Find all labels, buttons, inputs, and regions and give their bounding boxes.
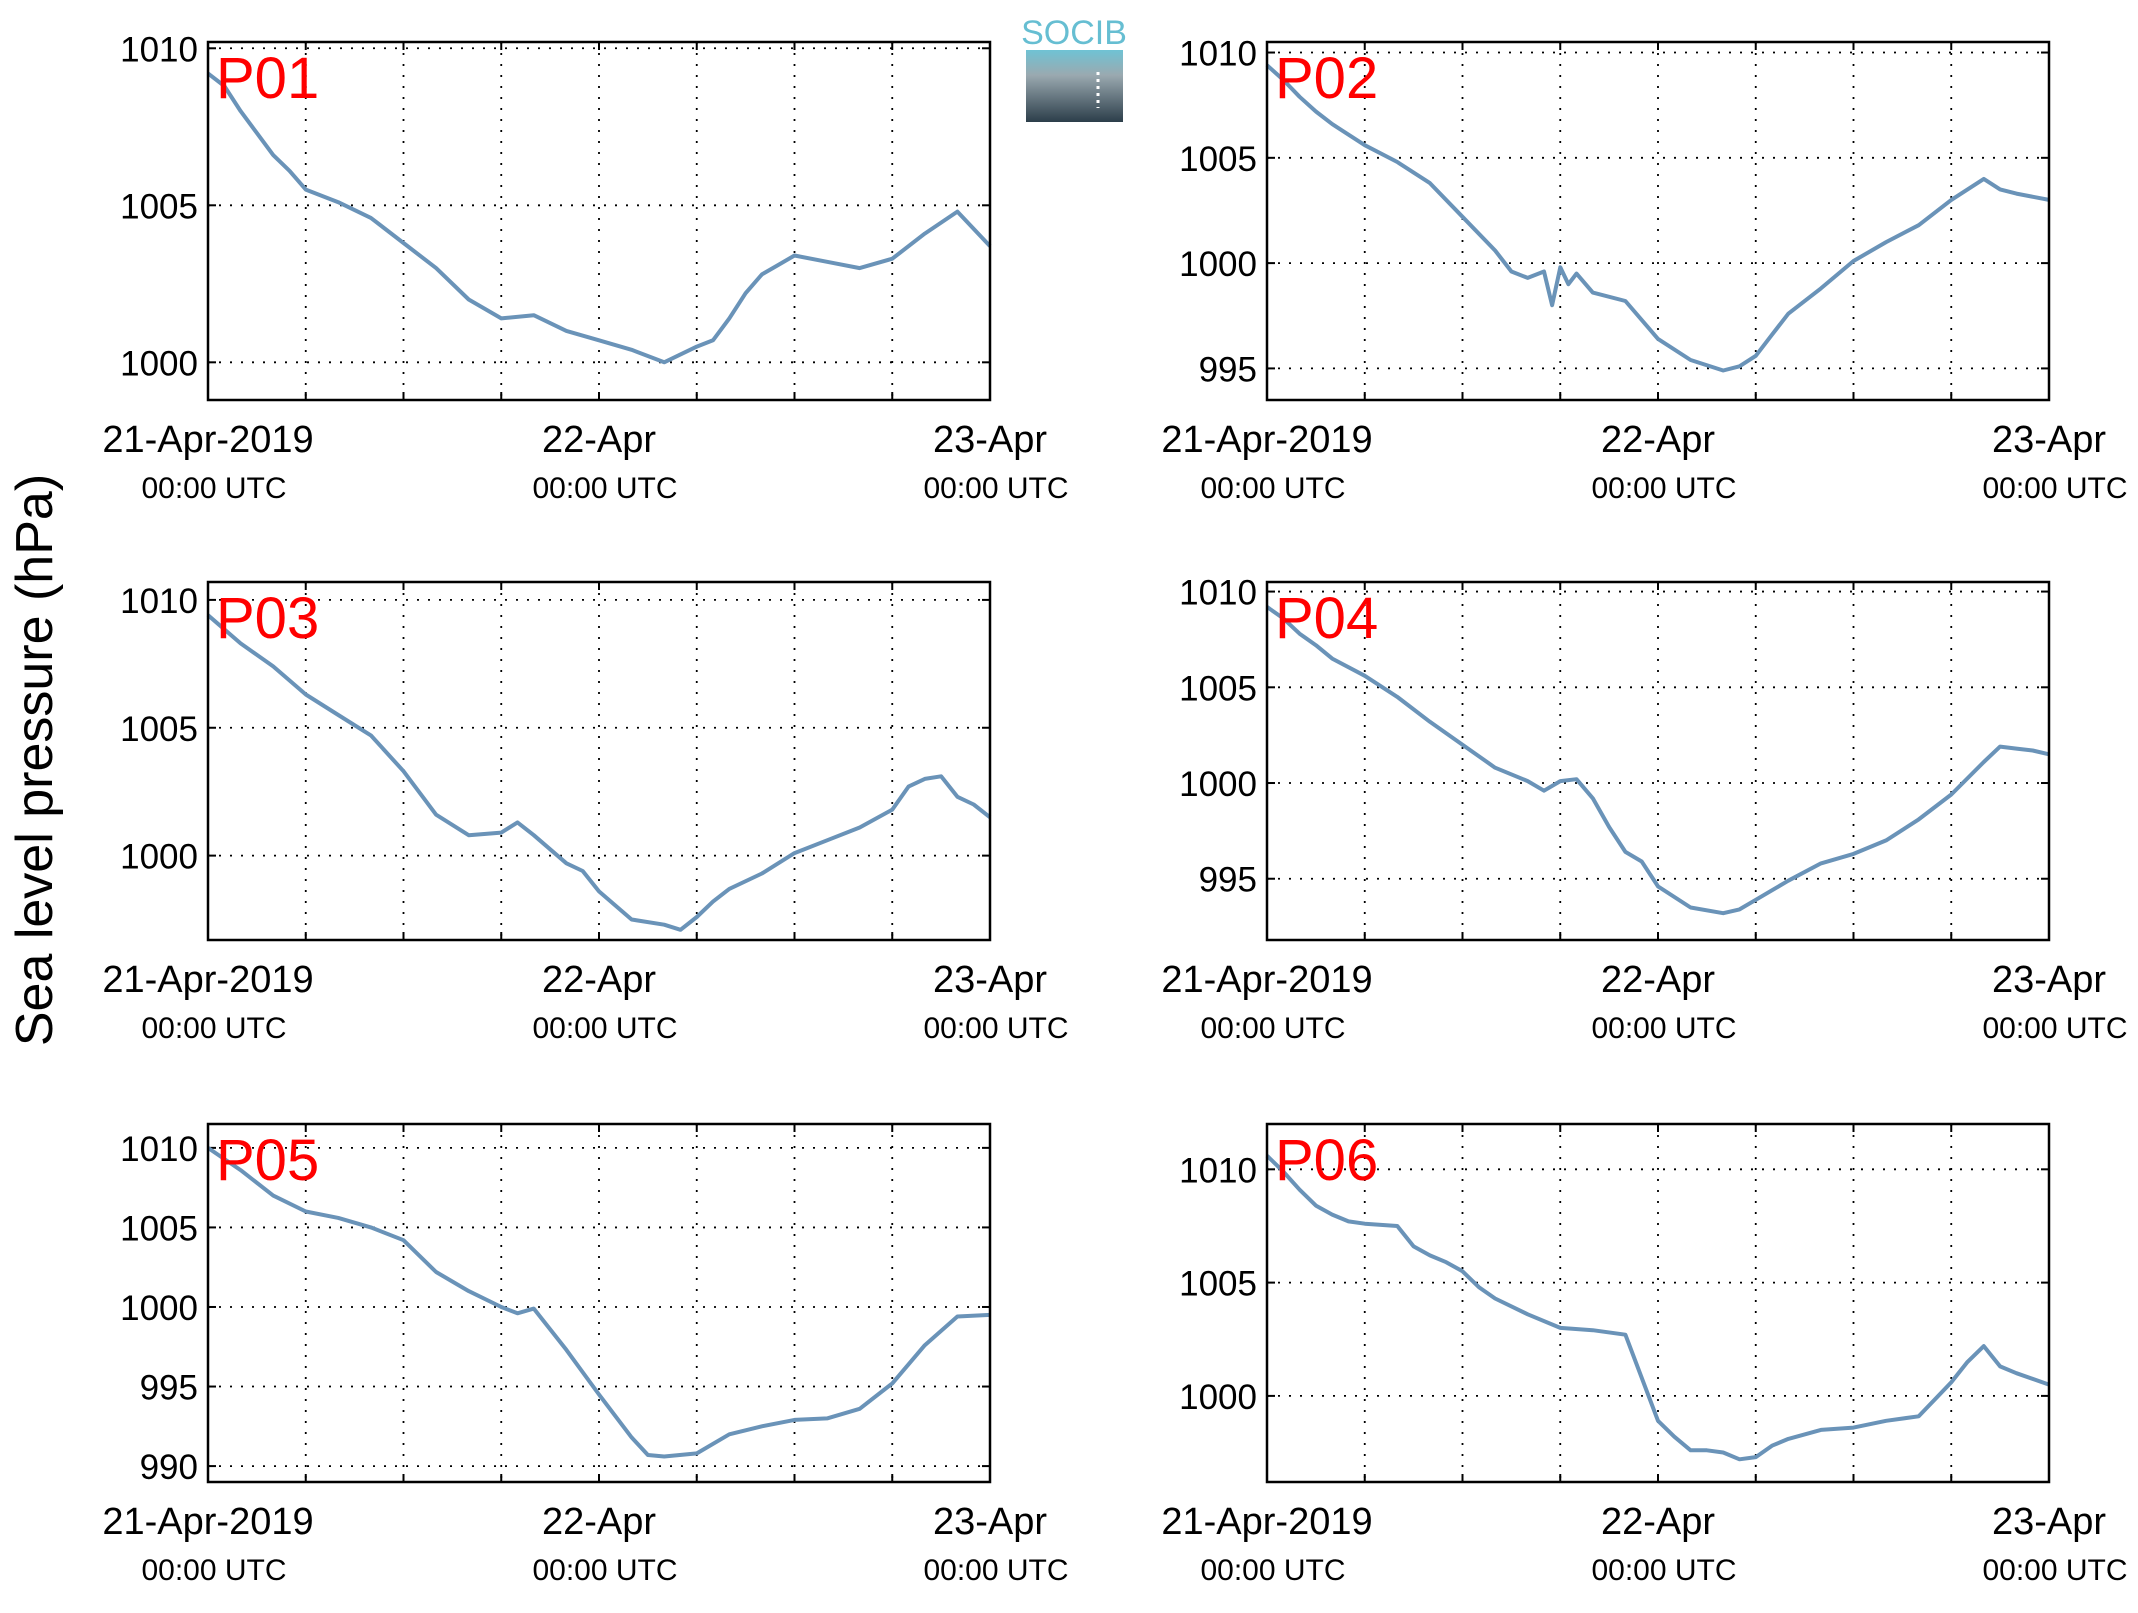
axes-frame	[1265, 40, 2051, 402]
x-tick-label-time: 00:00 UTC	[141, 1012, 286, 1045]
x-tick-label-date: 23-Apr	[1992, 419, 2106, 461]
x-tick-label-date: 21-Apr-2019	[102, 1501, 313, 1543]
x-tick-label-time: 00:00 UTC	[1591, 1012, 1736, 1045]
y-tick-label: 1010	[1179, 1151, 1257, 1190]
x-tick-label-date: 22-Apr	[542, 419, 656, 461]
y-tick-label: 1005	[120, 187, 198, 226]
logo-wave-block	[1026, 50, 1123, 122]
x-tick-label-date: 23-Apr	[933, 959, 1047, 1001]
x-tick-label-date: 23-Apr	[1992, 1501, 2106, 1543]
x-tick-label-date: 21-Apr-2019	[1161, 1501, 1372, 1543]
y-tick-label: 1005	[1179, 669, 1257, 708]
x-tick-label-time: 00:00 UTC	[532, 1554, 677, 1587]
x-tick-label-time: 00:00 UTC	[1591, 472, 1736, 505]
panel-label: P06	[1275, 1128, 1378, 1193]
x-tick-label-date: 21-Apr-2019	[1161, 959, 1372, 1001]
y-tick-label: 1000	[120, 344, 198, 383]
panel-p04: 995 1000 1005 1010 P04 21-Apr-2019 00:00 UTC 22…	[1161, 574, 2127, 1045]
x-tick-label-time: 00:00 UTC	[923, 1012, 1068, 1045]
y-tick-label: 1005	[120, 1209, 198, 1248]
x-tick-label-time: 00:00 UTC	[1591, 1554, 1736, 1587]
series-line-p02	[1265, 63, 2050, 373]
x-tick-label-time: 00:00 UTC	[1982, 472, 2127, 505]
x-tick-label-date: 23-Apr	[1992, 959, 2106, 1001]
series-line-p06	[1265, 1154, 2050, 1462]
series-line-p05	[206, 1146, 991, 1459]
x-tick-label-date: 22-Apr	[1601, 959, 1715, 1001]
y-tick-label: 1000	[120, 838, 198, 877]
x-tick-label-time: 00:00 UTC	[141, 472, 286, 505]
x-tick-label-time: 00:00 UTC	[1200, 1012, 1345, 1045]
panel-label: P05	[216, 1128, 319, 1193]
x-tick-label-date: 22-Apr	[1601, 419, 1715, 461]
x-tick-label-time: 00:00 UTC	[1200, 472, 1345, 505]
series-line-p04	[1265, 605, 2050, 916]
x-tick-label-date: 21-Apr-2019	[102, 419, 313, 461]
axes-frame	[206, 580, 992, 942]
y-tick-label: 1005	[1179, 1265, 1257, 1304]
x-tick-label-date: 23-Apr	[933, 419, 1047, 461]
y-tick-label: 1010	[120, 30, 198, 69]
x-tick-label-date: 22-Apr	[542, 1501, 656, 1543]
x-tick-label-date: 21-Apr-2019	[1161, 419, 1372, 461]
x-tick-label-time: 00:00 UTC	[1982, 1012, 2127, 1045]
y-axis-label: Sea level pressure (hPa)	[6, 474, 64, 1046]
panel-p06: 1000 1005 1010 P06 21-Apr-2019 00:00 UTC 22-Ap…	[1161, 1122, 2128, 1587]
panel-label: P04	[1275, 586, 1378, 651]
x-tick-label-time: 00:00 UTC	[532, 472, 677, 505]
x-tick-label-time: 00:00 UTC	[1200, 1554, 1345, 1587]
y-tick-label: 1000	[120, 1289, 198, 1328]
x-tick-label-time: 00:00 UTC	[1982, 1554, 2127, 1587]
y-tick-label: 995	[140, 1369, 198, 1408]
x-tick-label-time: 00:00 UTC	[923, 1554, 1068, 1587]
y-tick-label: 1010	[120, 582, 198, 621]
panel-p05: 990 995 1000 1005 1010 P05 21-Apr-2019 00:00 UT…	[102, 1122, 1069, 1587]
x-tick-label-date: 22-Apr	[1601, 1501, 1715, 1543]
y-tick-label: 1010	[1179, 35, 1257, 74]
socib-logo: SOCIB	[1021, 14, 1127, 122]
y-tick-label: 990	[140, 1448, 198, 1487]
logo-text: SOCIB	[1021, 14, 1127, 52]
y-tick-label: 1010	[1179, 574, 1257, 613]
panel-p01: 1000 1005 1010 P01 21-Apr-2019 00:00 UTC 22-Ap…	[102, 30, 1068, 505]
panel-label: P03	[216, 586, 319, 651]
y-tick-label: 1010	[120, 1130, 198, 1169]
x-tick-label-date: 21-Apr-2019	[102, 959, 313, 1001]
panel-label: P02	[1275, 46, 1378, 111]
y-tick-label: 1005	[120, 710, 198, 749]
panel-label: P01	[216, 46, 319, 111]
x-tick-label-time: 00:00 UTC	[923, 472, 1068, 505]
y-tick-label: 1005	[1179, 140, 1257, 179]
y-tick-label: 1000	[1179, 245, 1257, 284]
x-tick-label-date: 23-Apr	[933, 1501, 1047, 1543]
axes-frame	[1265, 580, 2051, 942]
axes-frame	[206, 40, 992, 402]
y-tick-label: 995	[1199, 350, 1257, 389]
axes-frame	[206, 1122, 992, 1484]
y-tick-label: 995	[1199, 861, 1257, 900]
panel-p02: 995 1000 1005 1010 P02 21-Apr-2019 00:00 UTC 22…	[1161, 35, 2127, 505]
x-tick-label-time: 00:00 UTC	[532, 1012, 677, 1045]
x-tick-label-time: 00:00 UTC	[141, 1554, 286, 1587]
y-tick-label: 1000	[1179, 765, 1257, 804]
panel-p03: 1000 1005 1010 P03 21-Apr-2019 00:00 UTC 22-Ap…	[102, 580, 1069, 1045]
x-tick-label-date: 22-Apr	[542, 959, 656, 1001]
y-tick-label: 1000	[1179, 1378, 1257, 1417]
series-line-p01	[206, 71, 992, 365]
axes-frame	[1265, 1122, 2051, 1484]
series-line-p03	[206, 613, 992, 932]
